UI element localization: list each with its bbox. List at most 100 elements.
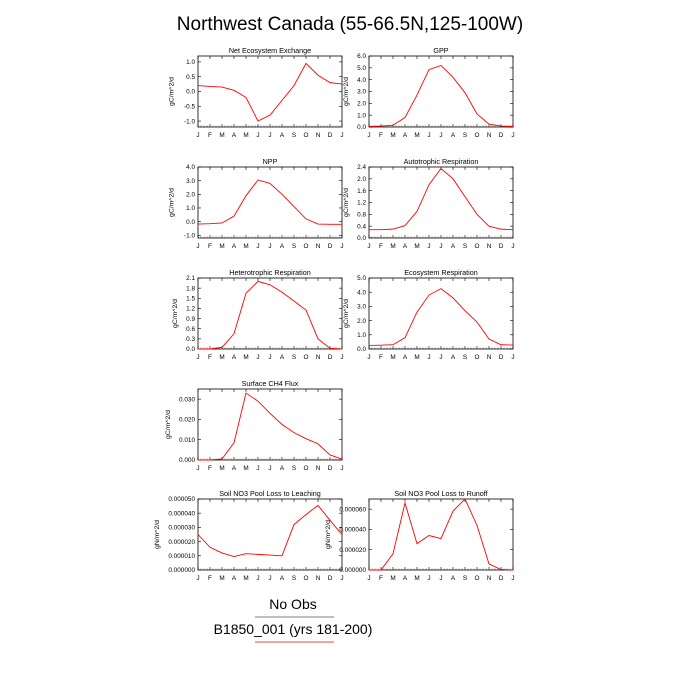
x-tick-label: N <box>316 243 321 250</box>
y-tick-label: 1.6 <box>357 188 366 195</box>
y-tick-label: 0.0 <box>186 346 195 353</box>
x-tick-label: S <box>292 132 296 139</box>
x-tick-label: J <box>367 132 370 139</box>
y-tick-label: 0.3 <box>186 336 195 343</box>
x-tick-label: D <box>328 575 333 582</box>
x-tick-label: A <box>280 575 285 582</box>
x-tick-label: M <box>243 243 248 250</box>
y-tick-label: 1.8 <box>186 285 195 292</box>
y-tick-label: 1.2 <box>357 200 366 207</box>
x-tick-label: A <box>403 354 408 361</box>
x-tick-label: M <box>243 132 248 139</box>
x-tick-label: J <box>340 132 343 139</box>
y-tick-label: 4.0 <box>186 164 195 171</box>
x-tick-label: O <box>304 354 309 361</box>
x-tick-label: J <box>427 354 430 361</box>
series-line-model <box>198 392 343 461</box>
x-tick-label: M <box>243 465 248 472</box>
x-tick-label: M <box>414 575 419 582</box>
panel-title: Ecosystem Respiration <box>404 268 478 277</box>
x-tick-label: S <box>463 132 467 139</box>
x-tick-label: J <box>427 243 430 250</box>
series-line-model <box>368 288 514 346</box>
plot-frame <box>197 277 343 350</box>
x-tick-label: M <box>414 243 419 250</box>
x-tick-label: N <box>487 354 492 361</box>
y-tick-label: 0.9 <box>186 316 195 323</box>
x-tick-label: A <box>403 132 408 139</box>
x-tick-label: N <box>316 132 321 139</box>
plot-frame <box>197 55 343 128</box>
panel-title: NPP <box>263 157 278 166</box>
x-tick-label: J <box>340 575 343 582</box>
series-line-model <box>369 167 514 231</box>
y-tick-label: 0.000020 <box>168 539 195 546</box>
x-tick-label: J <box>340 243 343 250</box>
y-tick-label: 4.0 <box>357 77 366 84</box>
y-tick-label: 0.020 <box>179 417 195 424</box>
x-tick-label: A <box>232 132 237 139</box>
y-tick-label: 0.8 <box>357 212 366 219</box>
x-tick-label: J <box>340 354 343 361</box>
x-tick-label: A <box>280 465 285 472</box>
y-tick-label: 0.030 <box>179 396 195 403</box>
x-tick-label: D <box>499 132 504 139</box>
y-axis-label: gC/m^2/d <box>343 77 350 106</box>
x-tick-label: J <box>196 354 199 361</box>
series-line-model <box>197 179 342 225</box>
plot-frame <box>197 166 343 239</box>
y-tick-label: 1.0 <box>357 112 366 119</box>
x-tick-label: F <box>208 575 212 582</box>
x-tick-label: D <box>328 243 333 250</box>
panel-title: Surface CH4 Flux <box>242 379 299 388</box>
y-axis-label: gC/m^2/d <box>172 299 179 328</box>
x-tick-label: N <box>487 575 492 582</box>
figure-title: Northwest Canada (55-66.5N,125-100W) <box>177 14 523 35</box>
plot-frame <box>368 166 514 239</box>
series-line-model <box>197 62 343 122</box>
x-tick-label: J <box>511 132 514 139</box>
x-tick-label: M <box>243 575 248 582</box>
y-tick-label: -0.5 <box>184 103 195 110</box>
y-tick-label: 2.4 <box>357 164 366 171</box>
y-tick-label: 0.5 <box>186 74 195 81</box>
x-tick-label: M <box>414 354 419 361</box>
x-tick-label: J <box>367 575 370 582</box>
x-tick-label: M <box>390 132 395 139</box>
y-tick-label: 0.0 <box>357 346 366 353</box>
x-tick-label: J <box>268 243 271 250</box>
x-tick-label: J <box>256 132 259 139</box>
x-tick-label: D <box>499 354 504 361</box>
panel-title: GPP <box>433 46 448 55</box>
y-tick-label: 1.0 <box>357 332 366 339</box>
x-tick-label: M <box>219 575 224 582</box>
y-tick-label: 0.000040 <box>339 527 366 534</box>
x-tick-label: O <box>475 354 480 361</box>
legend-label-model: B1850_001 (yrs 181-200) <box>214 621 373 637</box>
x-tick-label: J <box>196 132 199 139</box>
y-tick-label: 0.000000 <box>339 567 366 574</box>
series-line-model <box>369 498 514 571</box>
x-tick-label: J <box>439 243 442 250</box>
x-tick-label: J <box>511 575 514 582</box>
x-tick-label: F <box>379 132 383 139</box>
x-tick-label: J <box>427 132 430 139</box>
x-tick-label: J <box>340 465 343 472</box>
x-tick-label: S <box>463 354 467 361</box>
y-tick-label: 5.0 <box>357 275 366 282</box>
y-axis-label: gC/m^2/d <box>343 188 350 217</box>
x-tick-label: O <box>475 243 480 250</box>
x-tick-label: N <box>316 465 321 472</box>
y-axis-label: gC/m^2/d <box>165 410 172 439</box>
y-tick-label: 0.000030 <box>168 525 195 532</box>
y-tick-label: 5.0 <box>357 65 366 72</box>
x-tick-label: J <box>196 243 199 250</box>
x-tick-label: A <box>232 575 237 582</box>
y-tick-label: -1.0 <box>184 232 195 239</box>
series-line-model <box>197 504 343 557</box>
x-tick-label: A <box>232 465 237 472</box>
x-tick-label: A <box>403 575 408 582</box>
